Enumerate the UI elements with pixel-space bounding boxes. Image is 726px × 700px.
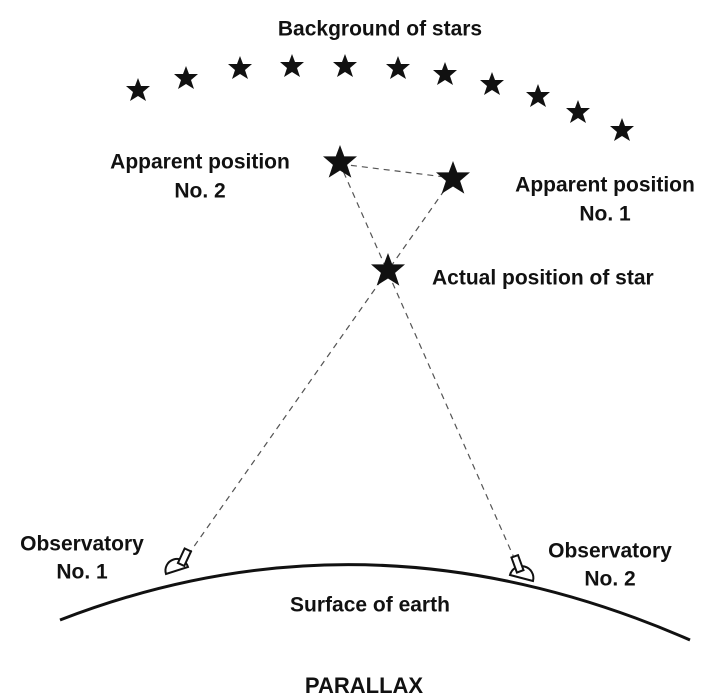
observatory-2-line-2: No. 2 xyxy=(584,568,635,591)
background-label: Background of stars xyxy=(278,18,482,41)
apparent-2-line-2: No. 2 xyxy=(174,180,225,203)
observatory-2-line-1: Observatory xyxy=(548,540,672,563)
observatory-1-line-1: Observatory xyxy=(20,533,144,556)
apparent-1-line-1: Apparent position xyxy=(515,174,695,197)
apparent-1-line-2: No. 1 xyxy=(579,203,631,226)
actual-label: Actual position of star xyxy=(432,267,654,290)
diagram: Background of stars Apparent position No… xyxy=(0,0,726,700)
page: Background of stars Apparent position No… xyxy=(0,0,726,700)
apparent-2-line-1: Apparent position xyxy=(110,151,290,174)
title: PARALLAX xyxy=(305,673,423,698)
observatory-1-line-2: No. 1 xyxy=(56,561,108,584)
surface-label: Surface of earth xyxy=(290,594,450,617)
